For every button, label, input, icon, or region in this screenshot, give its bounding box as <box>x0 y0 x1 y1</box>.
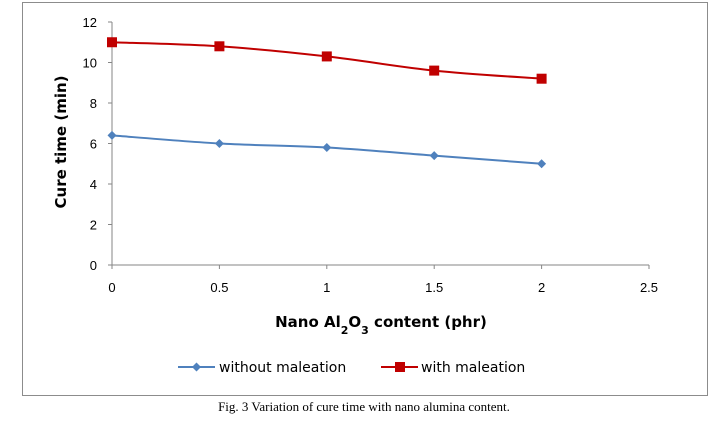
y-tick-label: 2 <box>90 218 97 233</box>
legend-marker-without-maleation <box>192 362 201 372</box>
y-tick-label: 4 <box>90 177 97 192</box>
x-axis-title-part-1: Nano Al <box>275 313 341 331</box>
x-axis-title-subscript-1: 2 <box>341 324 349 337</box>
x-axis-title-part-2: O <box>348 313 361 331</box>
y-tick-label: 8 <box>90 96 97 111</box>
plot-layer: 0 2 4 6 8 10 12 0 0.5 1 1.5 2 2.5 <box>83 15 659 295</box>
data-point-without-maleation <box>537 159 547 169</box>
legend-label-with-maleation: with maleation <box>421 360 525 376</box>
x-tick-label: 0.5 <box>210 280 228 295</box>
series-layer <box>107 37 547 169</box>
x-axis-title-part-3: content (phr) <box>369 313 487 331</box>
data-point-with-maleation <box>536 73 547 84</box>
x-tick-label: 1.5 <box>425 280 443 295</box>
tick-labels: 0 2 4 6 8 10 12 0 0.5 1 1.5 2 2.5 <box>83 15 659 295</box>
x-tick-label: 1 <box>323 280 330 295</box>
legend-item-without-maleation: without maleation <box>178 360 346 376</box>
legend-marker-with-maleation <box>395 362 405 372</box>
data-point-without-maleation <box>214 139 224 148</box>
data-point-with-maleation <box>214 41 225 52</box>
data-point-without-maleation <box>107 130 117 140</box>
x-axis-title-subscript-2: 3 <box>361 324 369 337</box>
legend-item-with-maleation: with maleation <box>381 360 525 376</box>
data-point-with-maleation <box>429 65 440 76</box>
x-tick-label: 2 <box>538 280 545 295</box>
x-tick-label: 2.5 <box>640 280 658 295</box>
y-tick-label: 12 <box>83 15 97 30</box>
y-tick-label: 6 <box>90 137 97 152</box>
data-point-without-maleation <box>322 143 332 153</box>
figure-caption: Fig. 3 Variation of cure time with nano … <box>218 399 510 414</box>
data-point-with-maleation <box>321 51 332 62</box>
y-tick-label: 0 <box>90 258 97 273</box>
data-point-without-maleation <box>429 151 439 161</box>
legend: without maleation with maleation <box>178 360 525 376</box>
x-axis-title: Nano Al2O3 content (phr) <box>275 313 487 337</box>
x-tick-label: 0 <box>108 280 115 295</box>
legend-label-without-maleation: without maleation <box>219 360 346 376</box>
y-tick-label: 10 <box>83 56 97 71</box>
chart-frame <box>22 2 708 396</box>
y-axis-title: Cure time (min) <box>52 76 70 209</box>
data-point-with-maleation <box>107 37 117 48</box>
